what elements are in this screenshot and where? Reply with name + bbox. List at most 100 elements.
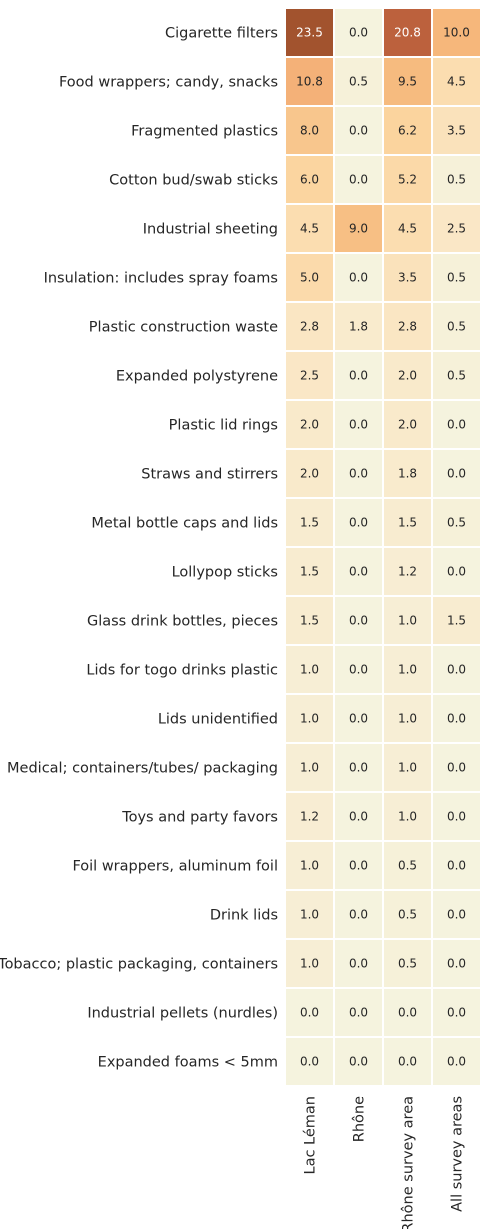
row-label-food-wrappers-candy-snacks: Food wrappers; candy, snacks (59, 75, 278, 91)
row-label-industrial-pellets-nurdles: Industrial pellets (nurdles) (87, 1006, 278, 1022)
cell-value-label: 1.0 (300, 859, 319, 873)
cell-value-label: 0.0 (349, 271, 368, 285)
cell-value-label: 0.5 (398, 908, 417, 922)
row-label-industrial-sheeting: Industrial sheeting (143, 222, 278, 238)
cell-value-label: 2.0 (398, 418, 417, 432)
cell-value-label: 1.8 (398, 467, 417, 481)
cell-value-label: 1.5 (300, 614, 319, 628)
cell-value-label: 1.0 (398, 761, 417, 775)
cell-value-label: 0.0 (300, 1055, 319, 1069)
cell-value-label: 3.5 (447, 124, 466, 138)
cell-value-label: 1.0 (398, 614, 417, 628)
cell-value-label: 2.5 (300, 369, 319, 383)
cell-value-label: 3.5 (398, 271, 417, 285)
cell-value-label: 0.5 (447, 320, 466, 334)
cell-value-label: 1.2 (300, 810, 319, 824)
cell-value-label: 0.0 (349, 467, 368, 481)
cell-value-label: 0.0 (349, 124, 368, 138)
cell-value-label: 0.0 (349, 1006, 368, 1020)
cell-value-label: 1.5 (447, 614, 466, 628)
cell-value-label: 0.5 (447, 173, 466, 187)
cell-value-label: 0.0 (349, 761, 368, 775)
cell-value-label: 2.0 (300, 418, 319, 432)
cell-value-label: 1.5 (300, 516, 319, 530)
row-label-straws-and-stirrers: Straws and stirrers (141, 467, 278, 483)
column-label-rh-ne: Rhône (352, 1096, 368, 1142)
cell-value-label: 1.0 (300, 712, 319, 726)
cell-value-label: 0.0 (349, 859, 368, 873)
row-label-metal-bottle-caps-and-lids: Metal bottle caps and lids (91, 516, 278, 532)
cell-value-label: 0.0 (349, 1055, 368, 1069)
cell-value-label: 0.0 (349, 369, 368, 383)
cell-value-label: 6.2 (398, 124, 417, 138)
cell-value-label: 0.0 (349, 614, 368, 628)
cell-value-label: 0.0 (447, 957, 466, 971)
cell-value-label: 20.8 (394, 26, 421, 40)
cell-value-label: 2.0 (300, 467, 319, 481)
cell-value-label: 0.0 (349, 565, 368, 579)
row-label-fragmented-plastics: Fragmented plastics (131, 124, 278, 140)
cell-value-label: 0.0 (349, 418, 368, 432)
column-label-all-survey-areas: All survey areas (450, 1096, 466, 1212)
cell-value-label: 0.0 (300, 1006, 319, 1020)
cell-value-label: 1.0 (398, 712, 417, 726)
cell-value-label: 6.0 (300, 173, 319, 187)
cell-value-label: 4.5 (398, 222, 417, 236)
cell-value-label: 5.2 (398, 173, 417, 187)
cell-value-label: 1.2 (398, 565, 417, 579)
row-label-insulation-includes-spray-foams: Insulation: includes spray foams (44, 271, 278, 287)
cell-value-label: 2.5 (447, 222, 466, 236)
cell-value-label: 1.5 (398, 516, 417, 530)
cell-value-label: 1.0 (300, 957, 319, 971)
row-label-cigarette-filters: Cigarette filters (165, 26, 278, 42)
cell-value-label: 1.0 (300, 761, 319, 775)
cell-value-label: 0.0 (398, 1055, 417, 1069)
column-label-rh-ne-survey-area: Rhône survey area (401, 1096, 417, 1229)
cell-value-label: 0.0 (447, 810, 466, 824)
cell-value-label: 10.8 (296, 75, 323, 89)
cell-value-label: 0.0 (447, 1055, 466, 1069)
cell-value-label: 0.0 (349, 663, 368, 677)
cell-value-label: 9.5 (398, 75, 417, 89)
cell-value-label: 0.0 (447, 908, 466, 922)
row-label-glass-drink-bottles-pieces: Glass drink bottles, pieces (87, 614, 278, 630)
cell-value-label: 23.5 (296, 26, 323, 40)
cell-value-label: 0.0 (447, 1006, 466, 1020)
cell-value-label: 8.0 (300, 124, 319, 138)
cell-value-label: 0.0 (349, 957, 368, 971)
cell-value-label: 0.0 (349, 712, 368, 726)
row-label-tobacco-plastic-packaging-containers: Tobacco; plastic packaging, containers (0, 957, 278, 973)
cell-value-label: 0.0 (349, 516, 368, 530)
cell-value-label: 2.8 (398, 320, 417, 334)
cell-value-label: 0.5 (447, 516, 466, 530)
row-label-cotton-bud-swab-sticks: Cotton bud/swab sticks (109, 173, 278, 189)
cell-value-label: 0.0 (447, 418, 466, 432)
cell-value-label: 0.0 (349, 908, 368, 922)
row-label-lollypop-sticks: Lollypop sticks (172, 565, 278, 581)
cell-value-label: 0.0 (349, 810, 368, 824)
cell-value-label: 1.0 (300, 663, 319, 677)
cell-value-label: 0.0 (447, 712, 466, 726)
cell-value-label: 0.0 (398, 1006, 417, 1020)
cell-value-label: 0.5 (398, 859, 417, 873)
cell-value-label: 0.5 (447, 369, 466, 383)
cell-value-label: 0.0 (447, 859, 466, 873)
row-label-foil-wrappers-aluminum-foil: Foil wrappers, aluminum foil (72, 859, 278, 875)
cell-value-label: 0.0 (349, 26, 368, 40)
row-label-drink-lids: Drink lids (210, 908, 278, 924)
cell-value-label: 9.0 (349, 222, 368, 236)
cell-value-label: 2.8 (300, 320, 319, 334)
row-label-expanded-polystyrene: Expanded polystyrene (116, 369, 278, 385)
cell-value-label: 0.0 (447, 565, 466, 579)
cell-value-label: 1.0 (398, 810, 417, 824)
cell-value-label: 0.0 (447, 761, 466, 775)
row-label-expanded-foams-5mm: Expanded foams < 5mm (98, 1055, 278, 1071)
row-label-plastic-construction-waste: Plastic construction waste (89, 320, 278, 336)
row-label-medical-containers-tubes-packaging: Medical; containers/tubes/ packaging (7, 761, 278, 777)
cell-value-label: 2.0 (398, 369, 417, 383)
cell-value-label: 5.0 (300, 271, 319, 285)
column-label-lac-l-man: Lac Léman (303, 1096, 319, 1175)
row-label-lids-unidentified: Lids unidentified (158, 712, 278, 728)
row-label-plastic-lid-rings: Plastic lid rings (169, 418, 278, 434)
